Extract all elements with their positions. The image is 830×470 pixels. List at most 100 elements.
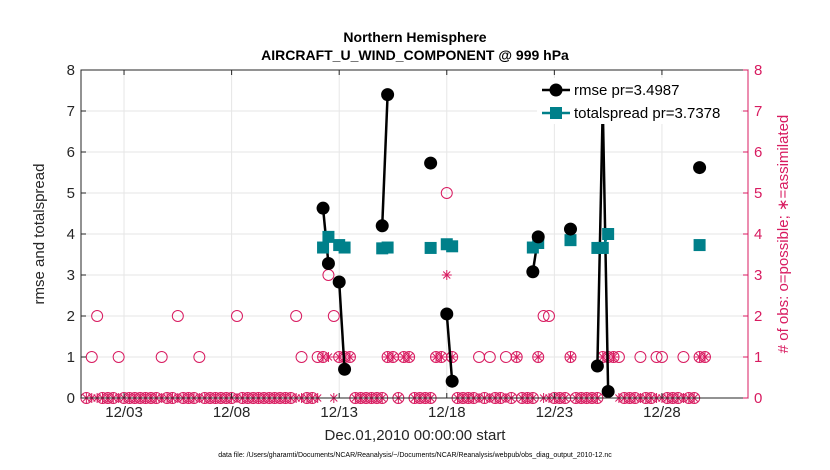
rmse-marker — [424, 156, 438, 170]
legend-rmse-label: rmse pr=3.4987 — [574, 82, 679, 99]
rmse-marker — [381, 88, 395, 102]
obs-assimilated-stroke — [346, 353, 354, 361]
rmse-marker — [445, 374, 459, 388]
rmse-line-segment — [596, 105, 605, 367]
y-tick-label-left: 3 — [67, 267, 75, 284]
obs-possible-marker — [483, 351, 496, 363]
obs-possible-marker — [564, 351, 577, 363]
obs-possible-marker — [650, 351, 663, 363]
totalspread-marker — [322, 230, 335, 243]
rmse-marker — [590, 359, 604, 373]
rmse-marker — [440, 307, 454, 321]
totalspread-marker — [317, 241, 330, 254]
y-tick-label-left: 6 — [67, 144, 75, 161]
obs-possible-marker — [532, 351, 545, 363]
obs-possible-marker — [85, 351, 98, 363]
y-tick-label-right: 7 — [754, 103, 762, 120]
grid-layer — [81, 69, 748, 399]
y-tick-label-right: 8 — [754, 62, 762, 79]
y-tick-label-left: 0 — [67, 390, 75, 407]
obs-assimilated-marker — [323, 352, 334, 362]
series-markers-layer — [316, 88, 707, 398]
rmse-line-segment — [445, 313, 454, 382]
totalspread-marker — [564, 234, 577, 247]
x-tick-label: 12/28 — [643, 404, 681, 421]
obs-assimilated-stroke — [695, 353, 704, 361]
obs-possible-marker — [295, 351, 308, 363]
obs-possible-marker — [112, 351, 125, 363]
data-file-footnote: data file: /Users/gharamti/Documents/NCA… — [218, 452, 612, 459]
obs-assimilated-stroke — [383, 353, 392, 361]
obs-assimilated-marker — [608, 352, 619, 362]
obs-assimilated-stroke — [566, 353, 575, 361]
y-tick-label-right: 0 — [754, 390, 762, 407]
obs-possible-marker — [230, 310, 243, 322]
totalspread-marker — [446, 240, 459, 253]
y-tick-label-left: 7 — [67, 103, 75, 120]
y-tick-label-right: 4 — [754, 226, 762, 243]
obs-possible-marker — [542, 310, 555, 322]
obs-assimilated-marker — [436, 352, 447, 362]
obs-count-layer — [80, 187, 711, 404]
x-tick-label: 12/23 — [536, 404, 574, 421]
y-tick-label-left: 4 — [67, 226, 75, 243]
obs-possible-marker — [91, 310, 104, 322]
obs-possible-marker — [171, 310, 184, 322]
rmse-marker — [601, 384, 615, 398]
x-axis-label: Dec.01,2010 00:00:00 start — [325, 427, 507, 444]
axes-layer: 0 0 1 1 2 2 3 3 4 4 5 5 6 6 7 7 8 8 12/03 12/08 12/13 12/18 12… — [67, 62, 763, 421]
obs-assimilated-marker — [511, 352, 522, 362]
obs-assimilated-stroke — [701, 353, 709, 361]
obs-assimilated-stroke — [534, 353, 543, 361]
obs-possible-marker — [537, 310, 550, 322]
obs-possible-marker — [290, 310, 303, 322]
legend-spread-marker — [550, 107, 562, 119]
y-tick-label-left: 5 — [67, 185, 75, 202]
y-tick-label-right: 1 — [754, 349, 762, 366]
obs-assimilated-stroke — [442, 271, 451, 279]
x-tick-label: 12/03 — [105, 404, 143, 421]
legend: rmse pr=3.4987 totalspread pr=3.7378 — [537, 78, 741, 124]
legend-box — [537, 78, 741, 124]
totalspread-marker — [693, 239, 706, 252]
totalspread-marker — [338, 241, 351, 254]
obs-possible-marker — [634, 351, 647, 363]
x-tick-label: 12/08 — [213, 404, 251, 421]
obs-possible-marker — [510, 351, 523, 363]
obs-assimilated-stroke — [432, 353, 440, 361]
obs-assimilated-marker — [344, 352, 355, 362]
obs-possible-marker — [677, 351, 690, 363]
totalspread-marker — [602, 228, 615, 240]
obs-assimilated-stroke — [437, 353, 446, 361]
obs-assimilated-marker — [533, 352, 544, 362]
totalspread-marker — [381, 241, 394, 254]
obs-assimilated-marker — [447, 352, 458, 362]
obs-possible-marker — [440, 187, 453, 199]
rmse-marker — [321, 257, 335, 271]
legend-rmse-marker — [549, 83, 563, 97]
obs-assimilated-marker — [699, 352, 710, 362]
obs-assimilated-marker — [387, 352, 398, 362]
totalspread-marker — [596, 241, 609, 254]
obs-assimilated-marker — [565, 352, 576, 362]
obs-assimilated-stroke — [609, 353, 618, 361]
chart-subtitle: AIRCRAFT_U_WIND_COMPONENT @ 999 hPa — [261, 47, 569, 63]
rmse-marker — [563, 222, 577, 236]
obs-assimilated-marker — [441, 270, 452, 280]
obs-assimilated-stroke — [319, 353, 327, 361]
obs-possible-marker — [327, 310, 340, 322]
rmse-marker — [316, 201, 330, 215]
rmse-marker — [531, 230, 545, 244]
y-axis-label-right: # of obs: o=possible; ∗=assimilated — [775, 115, 792, 354]
y-tick-label-right: 2 — [754, 308, 762, 325]
y-tick-label-right: 5 — [754, 185, 762, 202]
rmse-marker — [332, 275, 346, 289]
obs-possible-marker — [193, 351, 206, 363]
y-axis-label-left: rmse and totalspread — [31, 164, 48, 305]
totalspread-marker — [424, 241, 437, 254]
obs-assimilated-stroke — [399, 353, 408, 361]
rmse-marker — [375, 219, 389, 233]
x-tick-label: 12/13 — [320, 404, 358, 421]
obs-possible-marker — [655, 351, 668, 363]
